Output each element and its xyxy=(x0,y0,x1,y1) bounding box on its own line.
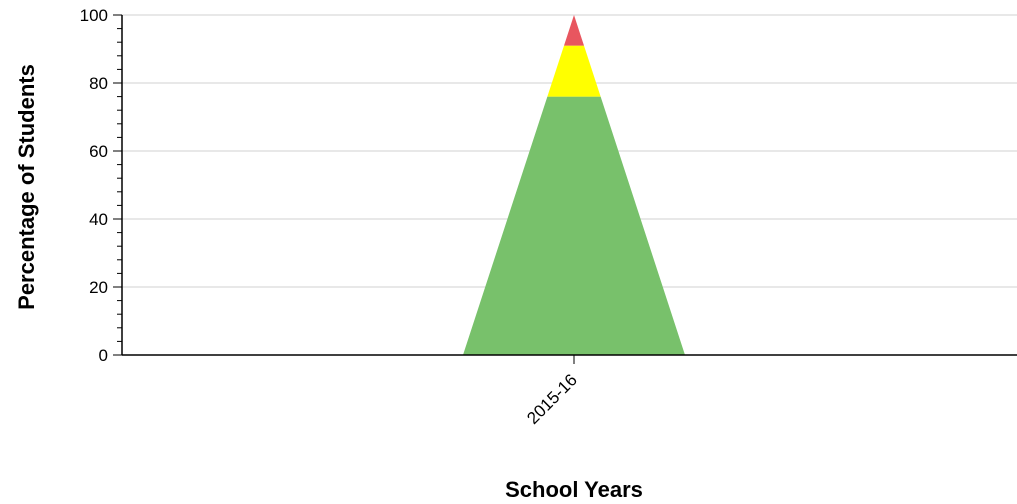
area-series-1 xyxy=(463,96,685,355)
x-axis: 2015-16 xyxy=(122,354,1017,428)
area-series-group xyxy=(463,15,685,355)
area-series-3 xyxy=(564,15,584,46)
y-tick-label: 100 xyxy=(80,6,108,25)
y-tick-label: 80 xyxy=(89,74,108,93)
x-axis-title: School Years xyxy=(505,477,643,502)
y-tick-label: 40 xyxy=(89,210,108,229)
y-axis-title: Percentage of Students xyxy=(14,64,39,310)
area-series-2 xyxy=(547,45,601,97)
y-tick-label: 60 xyxy=(89,142,108,161)
y-tick-label: 0 xyxy=(99,346,108,365)
y-axis: 0 20 40 60 80 100 xyxy=(80,6,123,365)
y-tick-label: 20 xyxy=(89,278,108,297)
x-tick-label: 2015-16 xyxy=(523,370,581,428)
